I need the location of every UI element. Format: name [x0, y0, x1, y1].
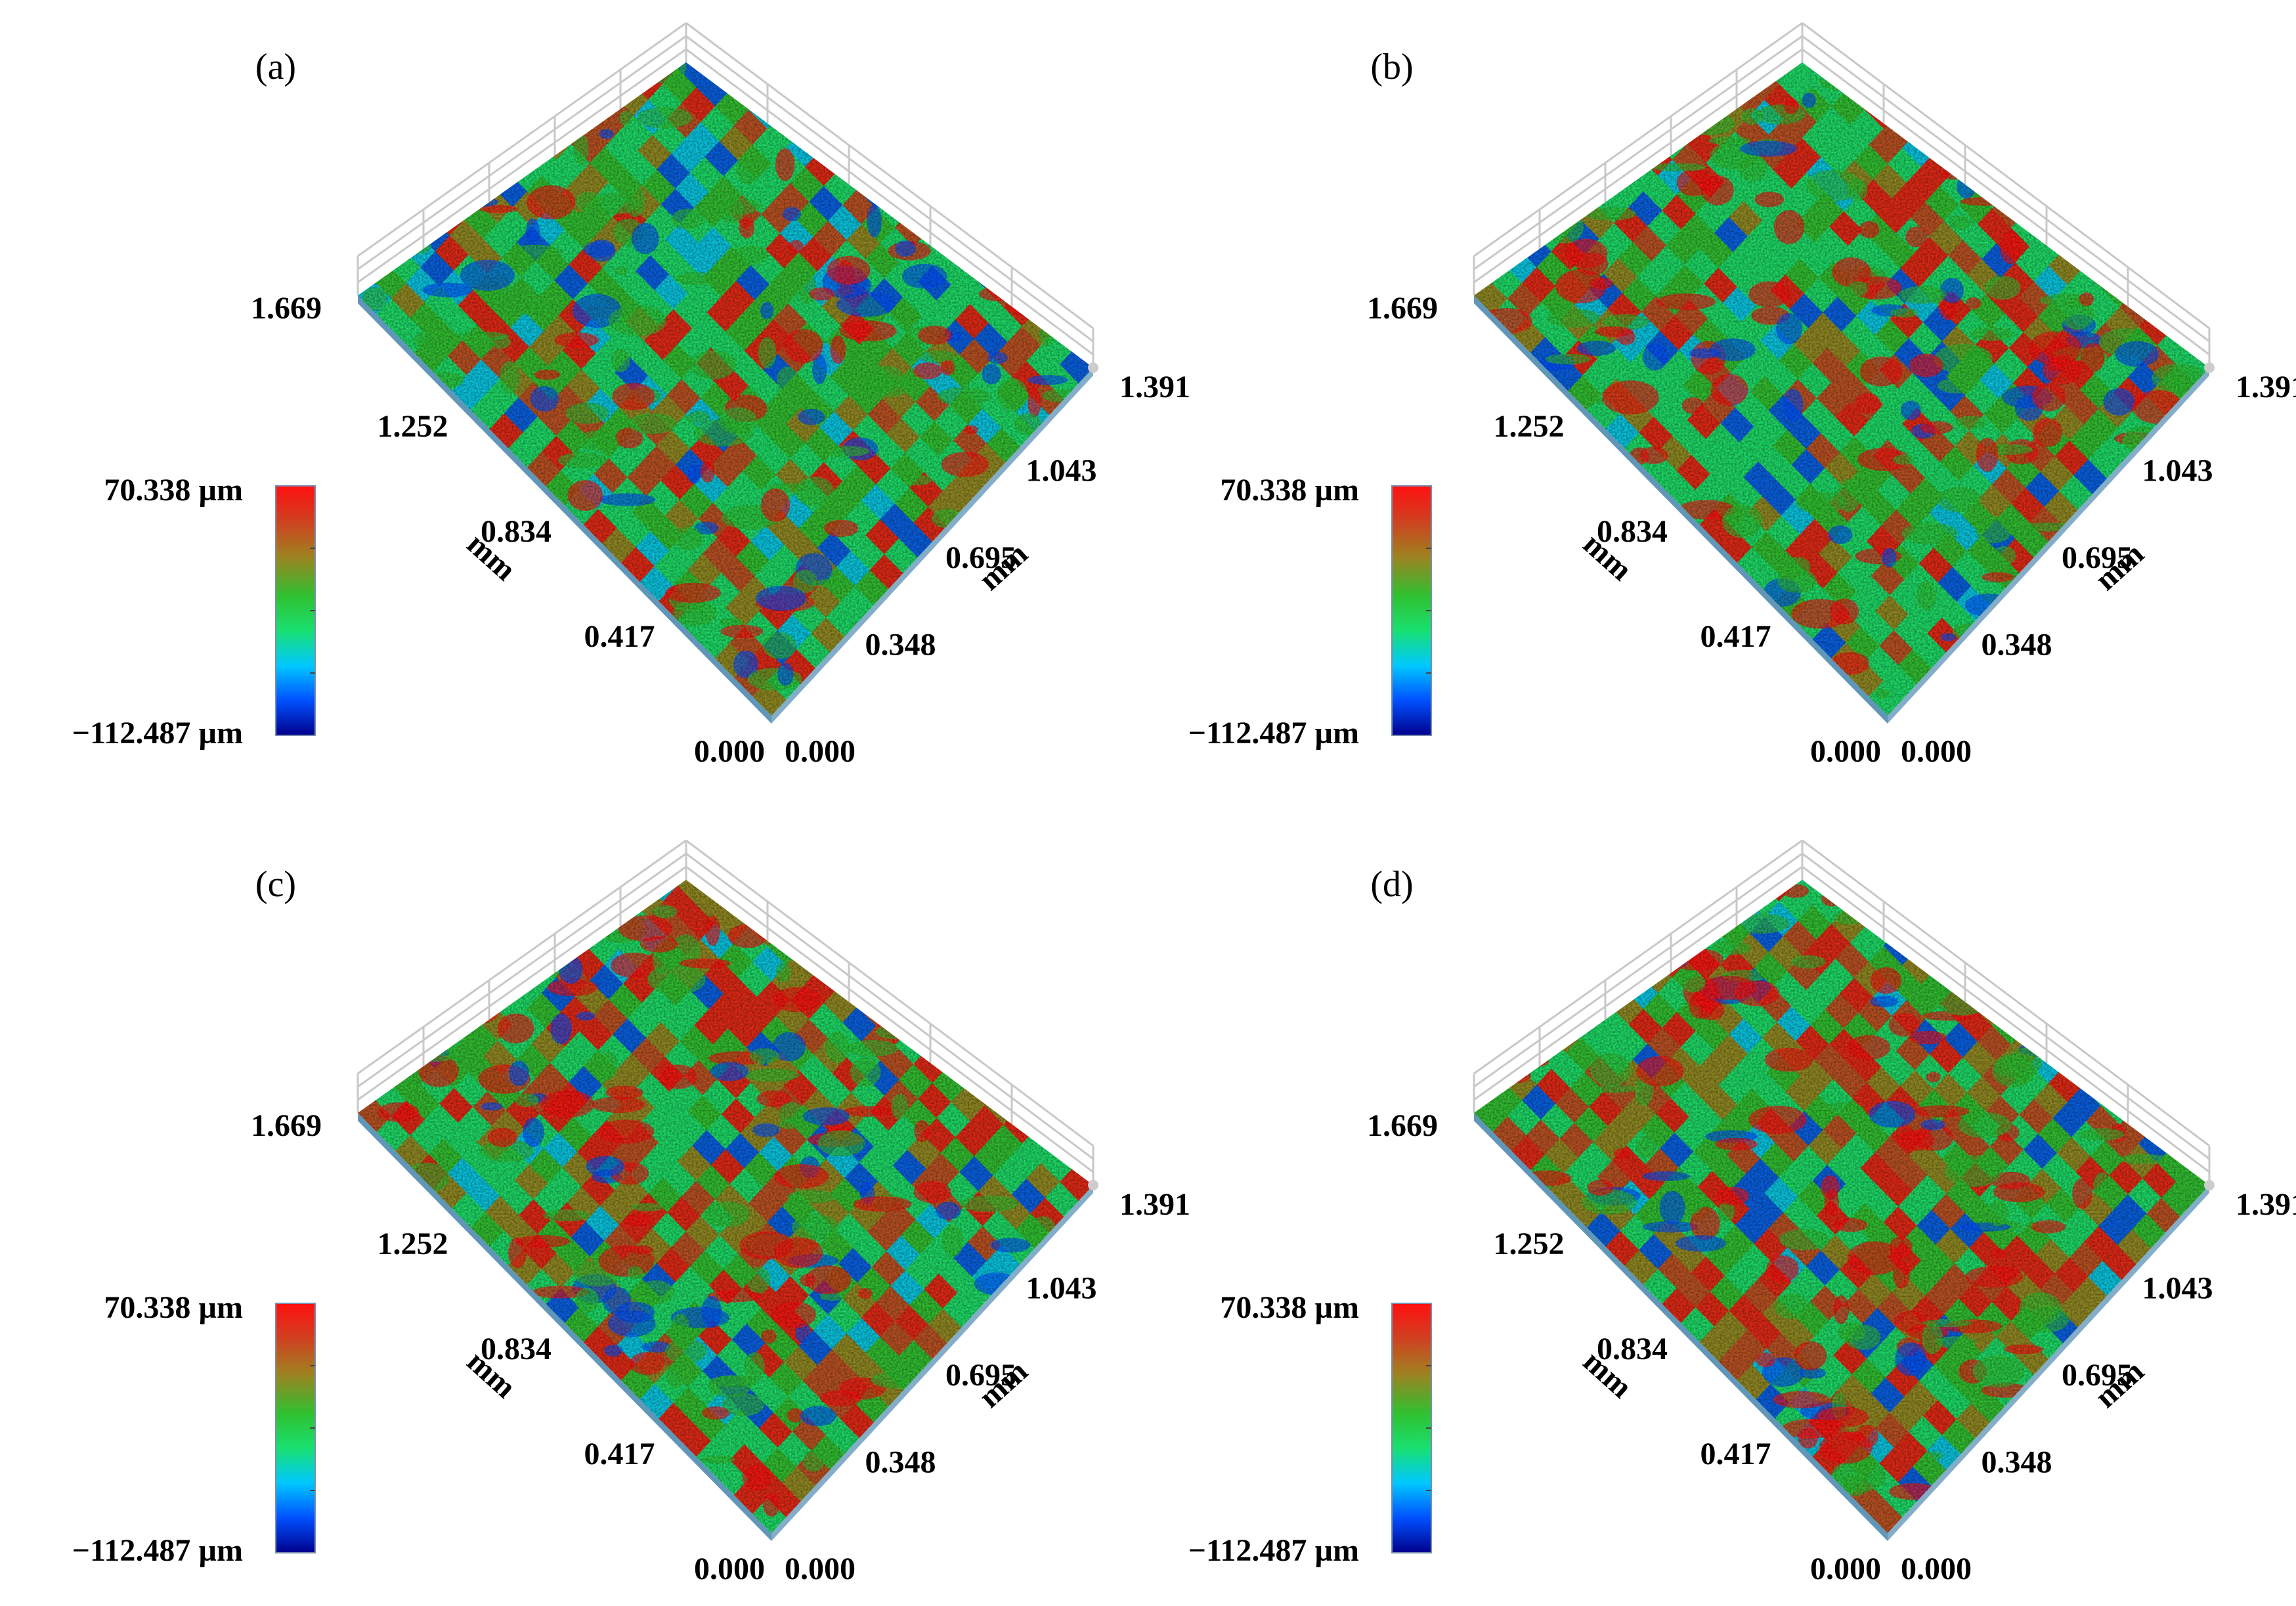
left-axis-origin-label: 0.000: [694, 734, 765, 769]
axis-box-wireframe: [1473, 839, 2211, 1185]
right-axis-origin-label: 0.000: [1901, 1552, 1972, 1586]
colorbar-max-label: 70.338 µm: [104, 473, 243, 508]
right-axis-tick-label: 1.391: [2236, 1187, 2296, 1222]
right-axis-tick-label: 1.043: [1026, 454, 1097, 488]
colorbar-min-label: −112.487 µm: [1188, 1533, 1359, 1568]
right-axis-origin-label: 0.000: [785, 1552, 856, 1586]
surface-side-edge: [771, 368, 1093, 724]
surface-side-edge: [1888, 368, 2209, 724]
right-axis-tick-label: 0.348: [865, 1445, 936, 1480]
surface-front-edge: [1474, 1113, 1888, 1541]
left-axis-tick-label: 1.669: [251, 1108, 322, 1143]
surface-height-map: [1474, 62, 2209, 716]
colorbar-min-label: −112.487 µm: [72, 716, 243, 750]
panel-d: (d) 70.338 µm −112.487 µm 1.669 1.252 0.834 0.…: [1188, 839, 2296, 1586]
surface-front-edge: [1474, 295, 1888, 724]
right-axis-tick-label: 1.043: [1026, 1271, 1097, 1306]
axis-corner-marker: [2204, 1180, 2215, 1190]
panel-label: (c): [255, 864, 296, 905]
left-axis-tick-label: 0.417: [1700, 1437, 1771, 1471]
right-axis-tick-label: 0.695: [2062, 540, 2133, 575]
left-axis-tick-label: 0.417: [584, 1437, 655, 1471]
axis-box-wireframe: [357, 22, 1094, 368]
right-axis-tick-label: 1.043: [2142, 1271, 2213, 1306]
panel-label: (d): [1370, 864, 1413, 905]
colorbar-max-label: 70.338 µm: [1220, 473, 1359, 508]
left-axis-tick-label: 1.669: [251, 291, 322, 326]
left-axis-origin-label: 0.000: [694, 1552, 765, 1586]
right-axis-tick-label: 0.695: [2062, 1358, 2133, 1393]
right-axis-tick-label: 0.348: [1982, 1445, 2052, 1480]
right-axis-tick-label: 0.348: [865, 628, 936, 662]
axis-corner-marker: [1088, 362, 1098, 373]
surface-front-edge: [358, 1113, 771, 1541]
left-axis-origin-label: 0.000: [1810, 1552, 1881, 1586]
surface-side-edge: [771, 1185, 1093, 1541]
surface-height-map: [358, 62, 1093, 716]
right-axis-tick-label: 1.391: [2236, 370, 2296, 404]
right-axis-tick-label: 1.391: [1119, 370, 1190, 404]
left-axis-tick-label: 1.252: [378, 1226, 448, 1261]
left-axis-tick-label: 0.834: [481, 1332, 552, 1366]
left-axis-tick-label: 0.417: [584, 619, 655, 654]
left-axis-tick-label: 1.669: [1367, 291, 1438, 326]
colorbar-max-label: 70.338 µm: [104, 1290, 243, 1325]
axis-box-wireframe: [357, 839, 1094, 1185]
panel-label: (b): [1370, 47, 1413, 87]
left-axis-tick-label: 0.834: [1597, 514, 1668, 549]
colorbar: 70.338 µm −112.487 µm: [72, 1290, 316, 1568]
right-axis-tick-label: 0.348: [1982, 628, 2052, 662]
surface-height-map: [358, 880, 1093, 1533]
left-axis-tick-label: 0.834: [481, 514, 552, 549]
colorbar: 70.338 µm −112.487 µm: [1188, 473, 1432, 750]
left-axis-tick-label: 1.252: [1494, 1226, 1565, 1261]
colorbar-max-label: 70.338 µm: [1220, 1290, 1359, 1325]
left-axis-tick-label: 1.252: [378, 409, 448, 444]
axis-corner-marker: [1088, 1180, 1098, 1190]
panel-a: (a) 70.338 µm −112.487 µm 1.669 1.252 0.834 0.…: [72, 22, 1190, 769]
right-axis-tick-label: 0.695: [945, 1358, 1016, 1393]
panel-b: (b) 70.338 µm −112.487 µm 1.669 1.252 0.834 0.…: [1188, 22, 2296, 769]
surface-side-edge: [1888, 1185, 2209, 1541]
colorbar: 70.338 µm −112.487 µm: [1188, 1290, 1432, 1568]
left-axis-tick-label: 1.252: [1494, 409, 1565, 444]
panel-c: (c) 70.338 µm −112.487 µm 1.669 1.252 0.834 0.…: [72, 839, 1190, 1586]
right-axis-tick-label: 1.391: [1119, 1187, 1190, 1222]
right-axis-tick-label: 0.695: [945, 540, 1016, 575]
colorbar-min-label: −112.487 µm: [1188, 716, 1359, 750]
left-axis-origin-label: 0.000: [1810, 734, 1881, 769]
axis-corner-marker: [2204, 362, 2215, 373]
left-axis-tick-label: 0.417: [1700, 619, 1771, 654]
axis-box-wireframe: [1473, 22, 2211, 368]
left-axis-tick-label: 0.834: [1597, 1332, 1668, 1366]
surface-front-edge: [358, 295, 771, 724]
colorbar-min-label: −112.487 µm: [72, 1533, 243, 1568]
right-axis-origin-label: 0.000: [1901, 734, 1972, 769]
right-axis-origin-label: 0.000: [785, 734, 856, 769]
colorbar: 70.338 µm −112.487 µm: [72, 473, 316, 750]
right-axis-tick-label: 1.043: [2142, 454, 2213, 488]
surface-height-map: [1474, 880, 2209, 1533]
left-axis-tick-label: 1.669: [1367, 1108, 1438, 1143]
panel-label: (a): [255, 47, 296, 87]
